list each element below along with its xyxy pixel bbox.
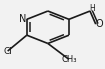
Text: CH₃: CH₃ [61, 55, 77, 64]
Text: N: N [19, 14, 27, 24]
Text: H: H [89, 4, 95, 13]
Text: O: O [96, 19, 103, 29]
Text: Cl: Cl [3, 47, 12, 56]
